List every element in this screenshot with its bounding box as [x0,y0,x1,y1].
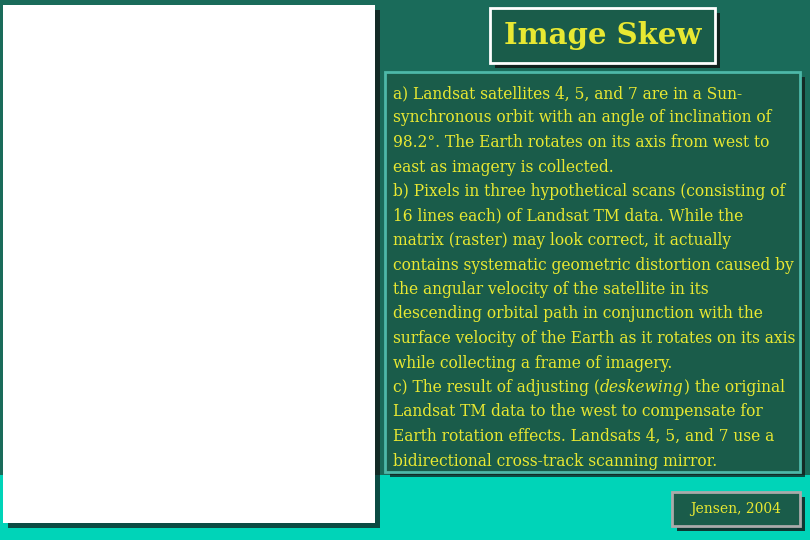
Text: descending orbital path in conjunction with the: descending orbital path in conjunction w… [393,306,763,322]
Text: while collecting a frame of imagery.: while collecting a frame of imagery. [393,354,672,372]
Bar [490,8,715,63]
Text: the angular velocity of the satellite in its: the angular velocity of the satellite in… [393,281,709,298]
Bar [385,72,800,472]
Text: a) Landsat satellites 4, 5, and 7 are in a Sun-: a) Landsat satellites 4, 5, and 7 are in… [393,85,742,102]
Text: deskewing: deskewing [600,379,684,396]
Text: surface velocity of the Earth as it rotates on its axis: surface velocity of the Earth as it rota… [393,330,795,347]
Bar [677,497,805,531]
Text: Landsat TM data to the west to compensate for: Landsat TM data to the west to compensat… [393,403,763,421]
Text: 16 lines each) of Landsat TM data. While the: 16 lines each) of Landsat TM data. While… [393,207,744,225]
Bar [0,0,810,475]
Text: Jensen, 2004: Jensen, 2004 [690,502,782,516]
Bar [390,77,805,477]
Text: Earth rotation effects. Landsats 4, 5, and 7 use a: Earth rotation effects. Landsats 4, 5, a… [393,428,774,445]
Bar [3,5,375,523]
Text: ) the original: ) the original [684,379,785,396]
Bar [8,10,380,528]
Text: synchronous orbit with an angle of inclination of: synchronous orbit with an angle of incli… [393,110,771,126]
Text: 98.2°. The Earth rotates on its axis from west to: 98.2°. The Earth rotates on its axis fro… [393,134,770,151]
Text: b) Pixels in three hypothetical scans (consisting of: b) Pixels in three hypothetical scans (c… [393,183,785,200]
Bar [0,475,810,540]
Text: Image Skew: Image Skew [504,21,701,50]
Text: c) The result of adjusting (: c) The result of adjusting ( [393,379,600,396]
Text: bidirectional cross-track scanning mirror.: bidirectional cross-track scanning mirro… [393,453,717,469]
Bar [495,13,720,68]
Text: contains systematic geometric distortion caused by: contains systematic geometric distortion… [393,256,794,273]
Text: east as imagery is collected.: east as imagery is collected. [393,159,614,176]
Bar [672,492,800,526]
Text: matrix (raster) may look correct, it actually: matrix (raster) may look correct, it act… [393,232,731,249]
